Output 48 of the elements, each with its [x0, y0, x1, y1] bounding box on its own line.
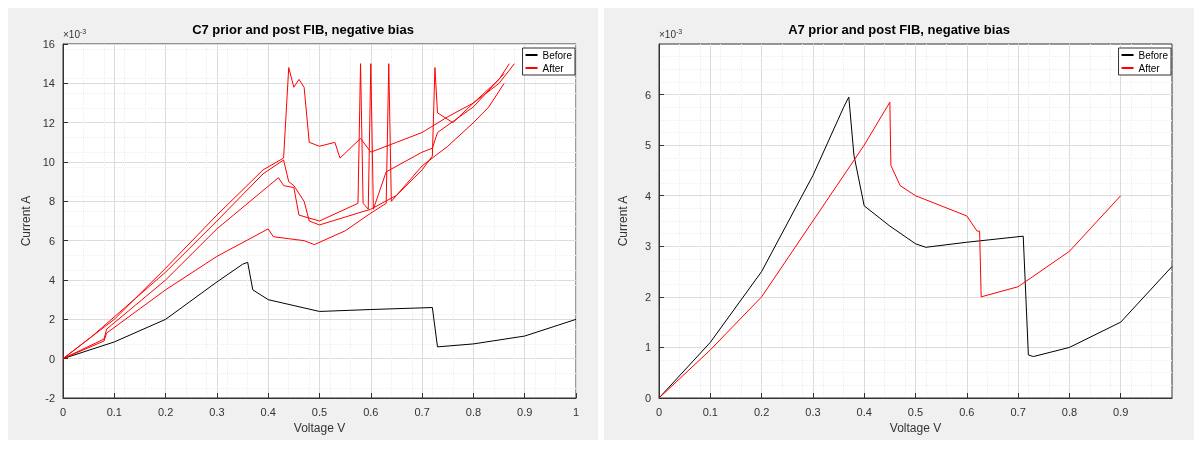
y-axis-title: Current A	[18, 195, 33, 247]
legend-label: Before	[1138, 49, 1169, 61]
y-tick-label: -2	[45, 392, 55, 404]
x-tick-label: 0.2	[753, 405, 770, 418]
x-tick-label: 0.6	[363, 405, 379, 418]
legend-label: Before	[542, 49, 573, 61]
x-tick-label: 0.1	[702, 405, 718, 418]
x-tick-label: 0.5	[311, 405, 328, 418]
x-tick-label: 0.8	[1061, 405, 1078, 418]
x-tick-label: 0	[59, 405, 67, 418]
x-tick-label: 0.4	[856, 405, 872, 418]
x-axis-title: Voltage V	[293, 421, 346, 435]
y-tick-label: 12	[42, 116, 55, 129]
x-tick-label: 0	[655, 405, 663, 418]
x-tick-label: 0.3	[209, 405, 225, 418]
y-axis-title: Current A	[616, 195, 630, 247]
y-tick-label: 8	[48, 195, 55, 208]
x-tick-label: 0.7	[414, 405, 430, 418]
y-tick-label: 2	[48, 313, 55, 326]
x-tick-label: 0.3	[805, 405, 821, 418]
legend-label: After	[1138, 62, 1161, 74]
x-tick-label: 0.9	[517, 405, 533, 418]
chart-title: A7 prior and post FIB, negative bias	[788, 22, 1010, 37]
x-tick-label: 0.4	[260, 405, 276, 418]
y-tick-label: 14	[42, 77, 55, 90]
y-tick-label: 0	[644, 392, 651, 404]
y-tick-label: 5	[644, 139, 651, 152]
x-tick-label: 0.6	[959, 405, 975, 418]
y-tick-label: 0	[48, 352, 55, 365]
y-tick-label: 4	[48, 274, 55, 286]
x-tick-label: 0.7	[1010, 405, 1026, 418]
chart-title: C7 prior and post FIB, negative bias	[192, 22, 414, 37]
legend-label: After	[542, 62, 565, 74]
y-tick-label: 4	[644, 189, 651, 202]
y-tick-label: 16	[42, 38, 55, 50]
x-tick-label: 0.8	[465, 405, 482, 418]
x-tick-label: 0.1	[106, 405, 122, 418]
x-tick-label: 0.5	[907, 405, 924, 418]
y-tick-label: 10	[42, 156, 55, 168]
y-tick-label: 1	[644, 341, 651, 354]
y-tick-label: 2	[644, 290, 651, 303]
x-tick-label: 0.2	[157, 405, 174, 418]
y-tick-label: 3	[644, 240, 651, 253]
y-tick-label: 6	[644, 88, 651, 101]
x-axis-title: Voltage V	[889, 421, 942, 435]
y-tick-label: 6	[48, 234, 55, 247]
x-tick-label: 0.9	[1113, 405, 1129, 418]
x-tick-label: 1	[572, 405, 580, 418]
